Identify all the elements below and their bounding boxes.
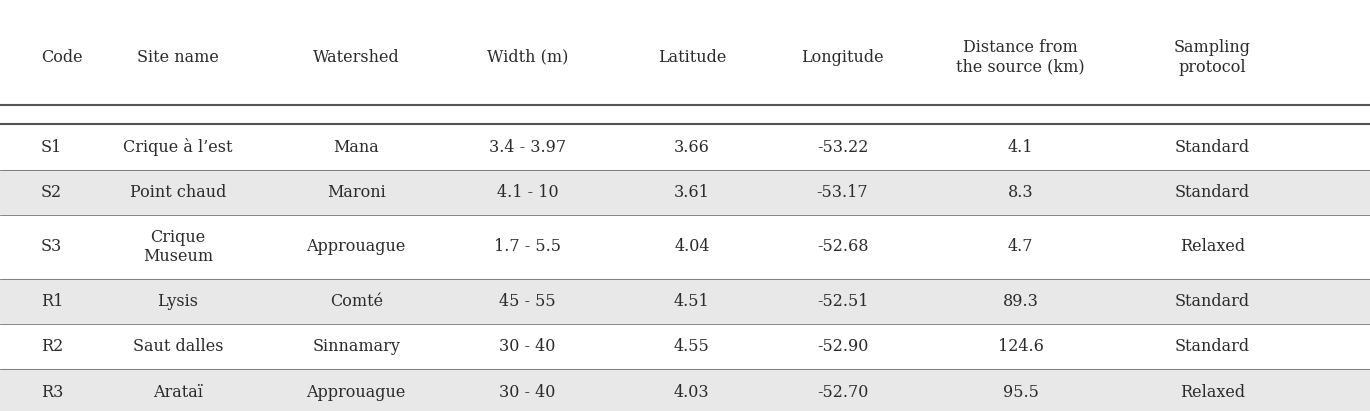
Text: R3: R3 xyxy=(41,384,63,401)
Text: 4.03: 4.03 xyxy=(674,384,710,401)
Text: Point chaud: Point chaud xyxy=(130,184,226,201)
Text: Sinnamary: Sinnamary xyxy=(312,338,400,355)
Text: Site name: Site name xyxy=(137,49,219,66)
Text: Arataï: Arataï xyxy=(153,384,203,401)
Text: 30 - 40: 30 - 40 xyxy=(499,338,556,355)
Text: Latitude: Latitude xyxy=(658,49,726,66)
Text: 4.55: 4.55 xyxy=(674,338,710,355)
Text: Code: Code xyxy=(41,49,82,66)
Text: 124.6: 124.6 xyxy=(997,338,1044,355)
Text: Standard: Standard xyxy=(1175,338,1249,355)
Text: Approuague: Approuague xyxy=(307,238,406,256)
Text: Crique à l’est: Crique à l’est xyxy=(123,138,233,156)
Text: Approuague: Approuague xyxy=(307,384,406,401)
Bar xyxy=(0,369,1370,411)
Text: Relaxed: Relaxed xyxy=(1180,384,1245,401)
Text: S3: S3 xyxy=(41,238,63,256)
Text: R1: R1 xyxy=(41,293,63,310)
Text: 4.1: 4.1 xyxy=(1008,139,1033,156)
Bar xyxy=(0,125,1370,170)
Text: -52.68: -52.68 xyxy=(817,238,869,256)
Text: 1.7 - 5.5: 1.7 - 5.5 xyxy=(495,238,560,256)
Text: S2: S2 xyxy=(41,184,62,201)
Text: Longitude: Longitude xyxy=(801,49,884,66)
Text: 4.51: 4.51 xyxy=(674,293,710,310)
Text: 3.66: 3.66 xyxy=(674,139,710,156)
Text: 30 - 40: 30 - 40 xyxy=(499,384,556,401)
Text: Standard: Standard xyxy=(1175,139,1249,156)
Text: R2: R2 xyxy=(41,338,63,355)
Text: -52.90: -52.90 xyxy=(817,338,869,355)
Text: -53.22: -53.22 xyxy=(817,139,869,156)
Text: Lysis: Lysis xyxy=(158,293,199,310)
Text: 89.3: 89.3 xyxy=(1003,293,1038,310)
Text: -53.17: -53.17 xyxy=(817,184,869,201)
Text: Comté: Comté xyxy=(330,293,382,310)
Text: Crique
Museum: Crique Museum xyxy=(142,229,214,265)
Text: Distance from
the source (km): Distance from the source (km) xyxy=(956,39,1085,76)
Bar xyxy=(0,279,1370,324)
Text: -52.70: -52.70 xyxy=(817,384,869,401)
Text: 4.7: 4.7 xyxy=(1008,238,1033,256)
Text: Maroni: Maroni xyxy=(327,184,385,201)
Text: S1: S1 xyxy=(41,139,63,156)
Bar xyxy=(0,170,1370,215)
Text: -52.51: -52.51 xyxy=(817,293,869,310)
Text: 3.4 - 3.97: 3.4 - 3.97 xyxy=(489,139,566,156)
Text: 4.04: 4.04 xyxy=(674,238,710,256)
Text: Mana: Mana xyxy=(333,139,379,156)
Text: Standard: Standard xyxy=(1175,184,1249,201)
Text: Sampling
protocol: Sampling protocol xyxy=(1174,39,1251,76)
Text: 95.5: 95.5 xyxy=(1003,384,1038,401)
Bar xyxy=(0,215,1370,279)
Text: Saut dalles: Saut dalles xyxy=(133,338,223,355)
Text: 4.1 - 10: 4.1 - 10 xyxy=(497,184,558,201)
Text: Standard: Standard xyxy=(1175,293,1249,310)
Text: 45 - 55: 45 - 55 xyxy=(499,293,556,310)
Text: Watershed: Watershed xyxy=(312,49,400,66)
Text: 8.3: 8.3 xyxy=(1008,184,1033,201)
Text: 3.61: 3.61 xyxy=(674,184,710,201)
Text: Relaxed: Relaxed xyxy=(1180,238,1245,256)
Bar xyxy=(0,324,1370,369)
Text: Width (m): Width (m) xyxy=(486,49,569,66)
